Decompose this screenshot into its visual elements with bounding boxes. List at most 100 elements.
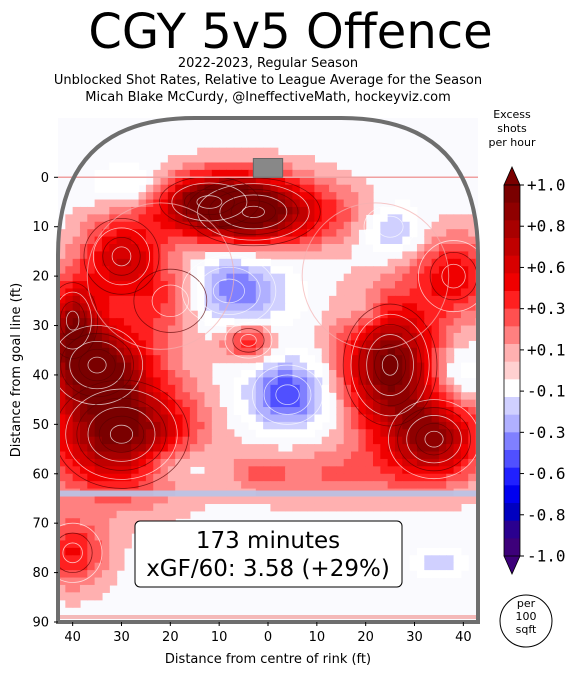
heatmap-cell: [329, 184, 337, 193]
heatmap-cell: [255, 444, 264, 453]
heatmap-cell: [182, 310, 191, 319]
heatmap-cell: [65, 592, 74, 601]
heatmap-cell: [453, 229, 462, 238]
heatmap-cell: [329, 192, 337, 201]
heatmap-cell: [167, 347, 176, 356]
heatmap-cell: [167, 370, 176, 379]
heatmap-cell: [65, 310, 74, 319]
heatmap-cell: [394, 288, 403, 297]
heatmap-cell: [329, 466, 337, 475]
heatmap-cell: [468, 407, 477, 416]
heatmap-cell: [87, 577, 96, 586]
heatmap-cell: [204, 377, 213, 386]
heatmap-cell: [153, 458, 162, 467]
heatmap-cell: [219, 473, 228, 482]
heatmap-cell: [87, 592, 96, 601]
heatmap-cell: [285, 169, 294, 178]
heatmap-cell: [299, 444, 308, 453]
heatmap-cell: [175, 288, 184, 297]
heatmap-cell: [175, 436, 184, 445]
heatmap-cell: [189, 162, 198, 171]
heatmap-cell: [431, 303, 440, 312]
heatmap-cell: [131, 414, 140, 423]
heatmap-cell: [189, 362, 198, 371]
colorbar-tick-label: +0.8: [527, 217, 566, 236]
heatmap-cell: [365, 451, 374, 460]
heatmap-cell: [336, 436, 345, 445]
heatmap-cell: [94, 592, 103, 601]
heatmap-cell: [248, 377, 257, 386]
heatmap-cell: [153, 229, 162, 238]
heatmap-cell: [153, 355, 162, 364]
heatmap-cell: [197, 236, 206, 245]
heatmap-cell: [145, 392, 154, 401]
heatmap-cell: [87, 444, 96, 453]
heatmap-cell: [446, 392, 455, 401]
heatmap-cell: [358, 318, 367, 327]
heatmap-cell: [219, 451, 228, 460]
heatmap-cell: [145, 407, 154, 416]
heatmap-cell: [446, 414, 455, 423]
heatmap-cell: [373, 429, 381, 438]
heatmap-cell: [153, 214, 162, 223]
heatmap-cell: [438, 562, 447, 571]
heatmap-cell: [438, 399, 447, 408]
heatmap-cell: [446, 458, 455, 467]
heatmap-cell: [343, 229, 352, 238]
colorbar-title: per hour: [489, 136, 536, 149]
heatmap-cell: [438, 370, 447, 379]
heatmap-cell: [446, 481, 455, 490]
heatmap-cell: [453, 310, 462, 319]
heatmap-cell: [153, 192, 162, 201]
heatmap-cell: [416, 481, 425, 490]
heatmap-cell: [79, 421, 88, 430]
heatmap-cell: [79, 303, 88, 312]
heatmap-cell: [387, 436, 396, 445]
heatmap-cell: [219, 407, 228, 416]
heatmap-cell: [321, 214, 330, 223]
heatmap-cell: [255, 258, 264, 267]
contour-ring: [363, 205, 417, 249]
heatmap-cell: [270, 147, 279, 156]
heatmap-cell: [248, 303, 257, 312]
heatmap-cell: [387, 214, 396, 223]
heatmap-cell: [343, 310, 352, 319]
heatmap-cell: [263, 295, 272, 304]
heatmap-cell: [351, 407, 359, 416]
heatmap-cell: [438, 303, 447, 312]
heatmap-cell: [446, 303, 455, 312]
heatmap-cell: [380, 266, 389, 275]
heatmap-cell: [153, 340, 162, 349]
heatmap-cell: [416, 466, 425, 475]
heatmap-cell: [189, 458, 198, 467]
heatmap-cell: [175, 295, 184, 304]
heatmap-cell: [145, 310, 154, 319]
contour-ring: [183, 188, 235, 216]
heatmap-cell: [394, 347, 403, 356]
heatmap-cell: [263, 458, 272, 467]
heatmap-cell: [248, 407, 257, 416]
heatmap-cell: [438, 355, 447, 364]
contour-ring: [241, 205, 265, 218]
heatmap-cell: [270, 377, 279, 386]
heatmap-cell: [329, 436, 337, 445]
heatmap-cell: [299, 221, 308, 230]
heatmap-cell: [160, 384, 169, 393]
heatmap-cell: [160, 295, 169, 304]
heatmap-cell: [87, 281, 96, 290]
heatmap-cell: [167, 384, 176, 393]
heatmap-cell: [314, 169, 323, 178]
heatmap-cell: [380, 288, 389, 297]
heatmap-cell: [211, 384, 220, 393]
heatmap-cell: [101, 229, 110, 238]
heatmap-cell: [167, 414, 176, 423]
heatmap-cell: [292, 451, 301, 460]
heatmap-cell: [292, 392, 301, 401]
heatmap-cell: [453, 384, 462, 393]
heatmap-cell: [123, 281, 132, 290]
heatmap-cell: [277, 429, 286, 438]
heatmap-cell: [387, 303, 396, 312]
heatmap-cell: [153, 421, 162, 430]
heatmap-cell: [285, 206, 294, 215]
heatmap-cell: [263, 244, 272, 253]
